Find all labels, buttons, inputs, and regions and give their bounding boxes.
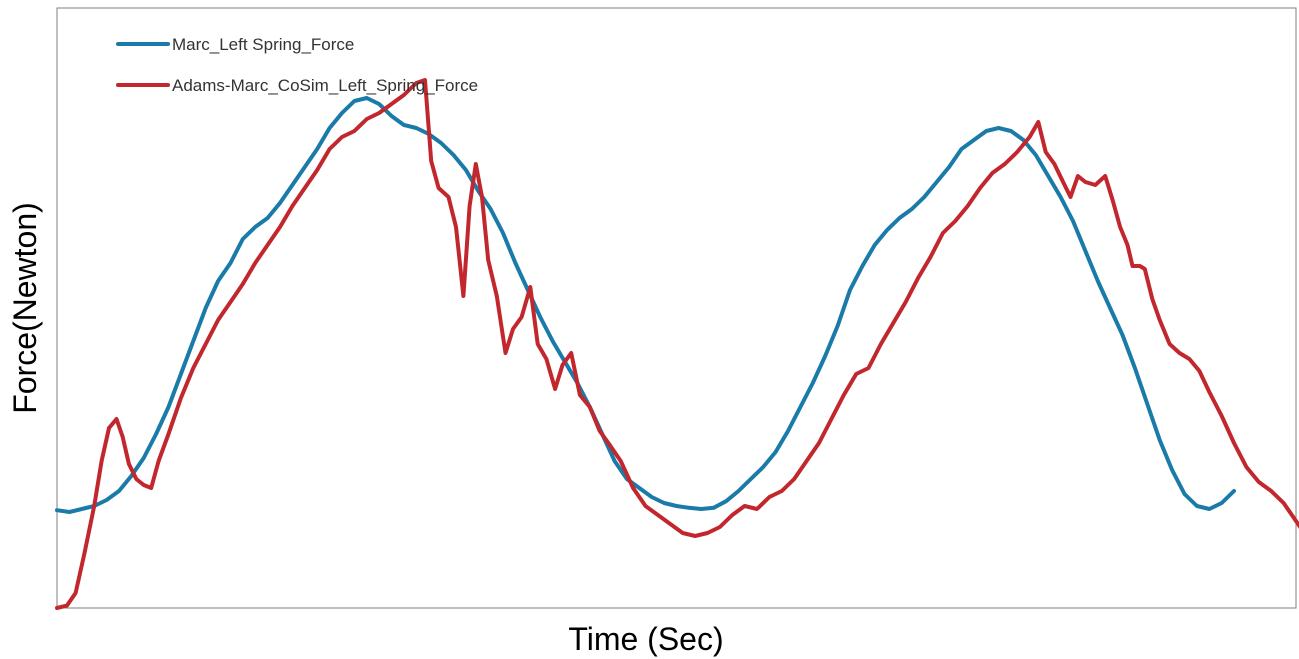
legend-label-cosim: Adams-Marc_CoSim_Left_Spring_Force	[172, 76, 478, 95]
series-line-marc	[55, 96, 1236, 514]
x-axis-label: Time (Sec)	[568, 621, 723, 657]
legend-label-marc: Marc_Left Spring_Force	[172, 35, 354, 54]
series-layer	[55, 78, 1299, 610]
series-line-cosim	[55, 78, 1299, 610]
y-axis-label: Force(Newton)	[7, 202, 43, 414]
legend: Marc_Left Spring_Force Adams-Marc_CoSim_…	[116, 35, 478, 95]
